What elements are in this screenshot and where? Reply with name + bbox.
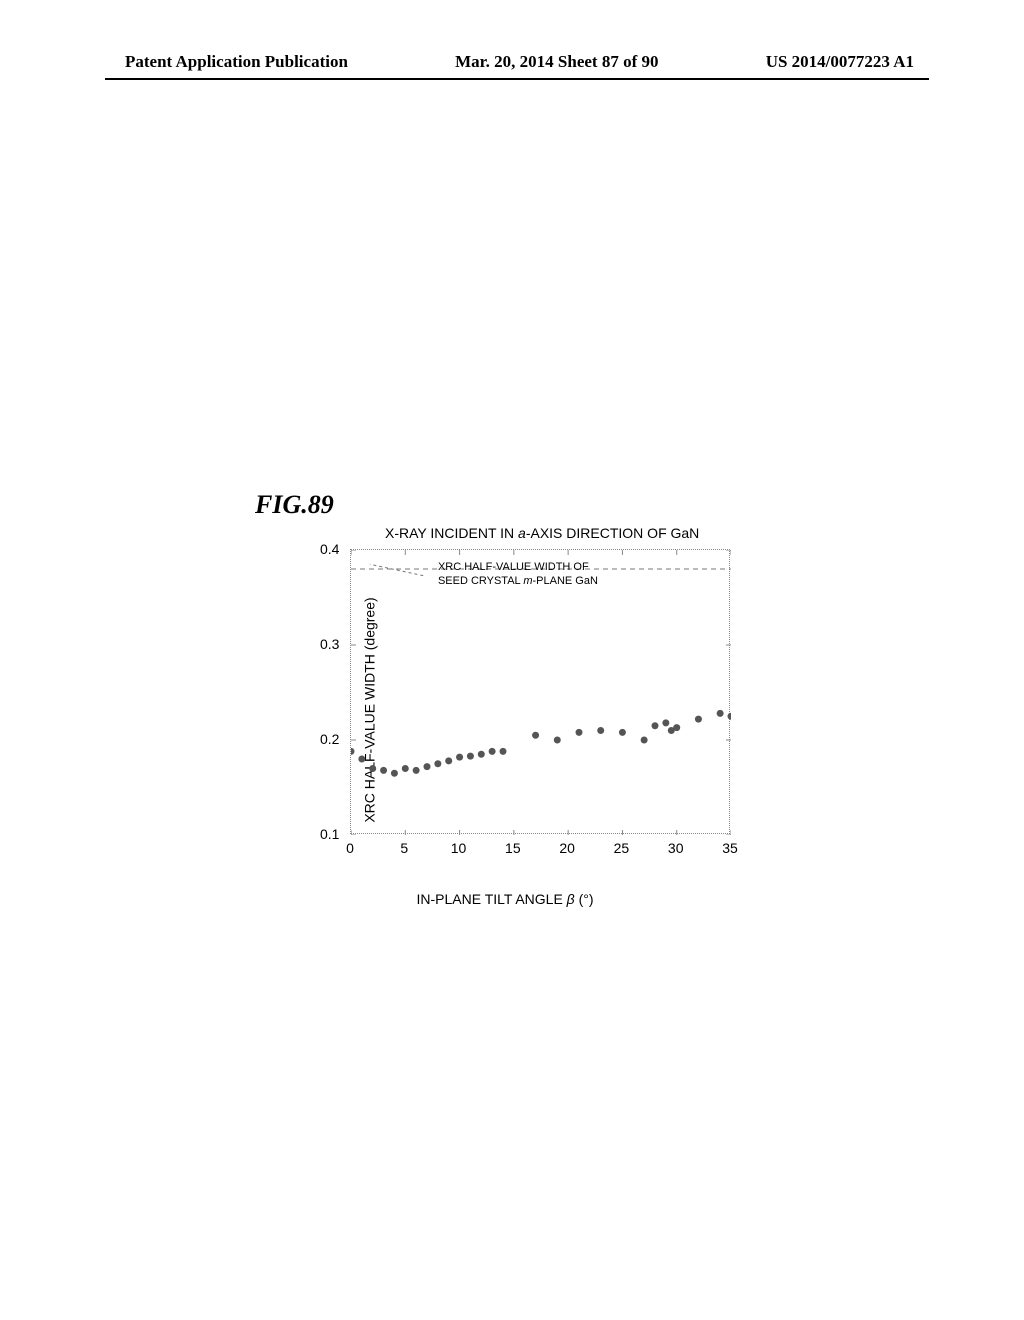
header-center: Mar. 20, 2014 Sheet 87 of 90: [455, 52, 658, 72]
chart-title: X-RAY INCIDENT IN a-AXIS DIRECTION OF Ga…: [385, 525, 699, 541]
y-tick-label: 0.2: [320, 731, 445, 747]
x-label-suffix: (°): [575, 891, 594, 907]
figure-label: FIG.89: [255, 490, 334, 520]
x-tick-label: 10: [451, 840, 467, 856]
x-tick-label: 25: [614, 840, 630, 856]
header-divider: [105, 78, 929, 80]
x-label-italic: β: [567, 891, 575, 907]
header-right: US 2014/0077223 A1: [766, 52, 914, 72]
y-tick-label: 0.4: [320, 541, 445, 557]
annotation-line2-prefix: SEED CRYSTAL: [438, 575, 523, 587]
annotation-line2-italic: m: [523, 575, 532, 587]
x-tick-label: 0: [346, 840, 354, 856]
scatter-chart: X-RAY INCIDENT IN a-AXIS DIRECTION OF Ga…: [265, 525, 745, 895]
plot-area: XRC HALF-VALUE WIDTH OF SEED CRYSTAL m-P…: [350, 549, 730, 834]
annotation-line1: XRC HALF-VALUE WIDTH OF: [438, 561, 589, 573]
y-tick-label: 0.3: [320, 636, 445, 652]
page-header: Patent Application Publication Mar. 20, …: [0, 52, 1024, 72]
x-tick-label: 15: [505, 840, 521, 856]
x-tick-label: 5: [400, 840, 408, 856]
plot-svg: [351, 550, 731, 835]
annotation-line2-suffix: -PLANE GaN: [533, 575, 598, 587]
chart-title-prefix: X-RAY INCIDENT IN: [385, 525, 518, 541]
x-tick-label: 30: [668, 840, 684, 856]
reference-annotation: XRC HALF-VALUE WIDTH OF SEED CRYSTAL m-P…: [438, 561, 598, 587]
y-tick-label: 0.1: [320, 826, 445, 842]
chart-title-italic: a: [518, 525, 526, 541]
chart-title-suffix: -AXIS DIRECTION OF GaN: [526, 525, 699, 541]
header-left: Patent Application Publication: [125, 52, 348, 72]
x-axis-label: IN-PLANE TILT ANGLE β (°): [417, 891, 594, 907]
x-label-prefix: IN-PLANE TILT ANGLE: [417, 891, 567, 907]
x-tick-label: 35: [722, 840, 738, 856]
x-tick-label: 20: [559, 840, 575, 856]
